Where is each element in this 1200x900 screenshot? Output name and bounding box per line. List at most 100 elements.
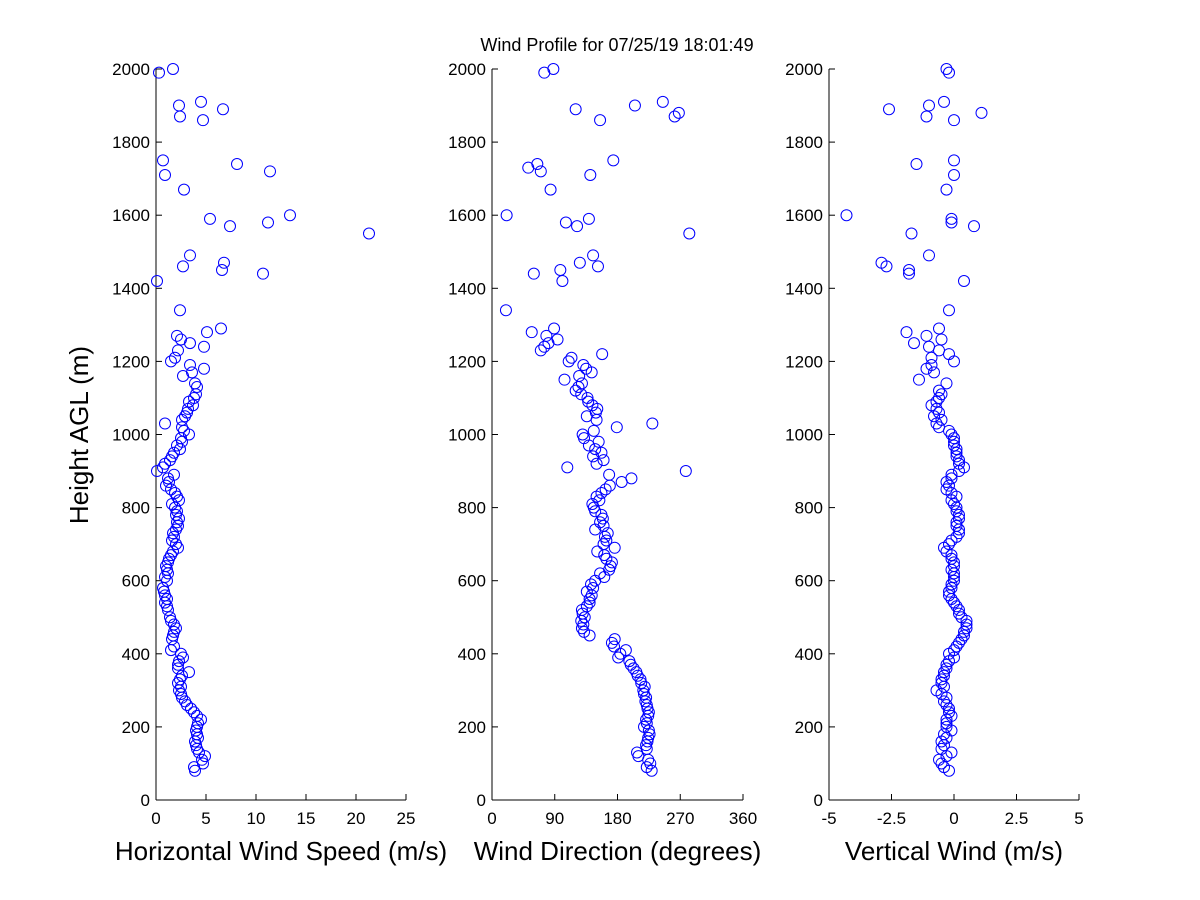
vertical-data-point [940,691,953,704]
speed-data-point [218,256,230,269]
direction-data-point [578,611,591,624]
speed-x-axis-label: Horizontal Wind Speed (m/s) [115,836,447,866]
direction-data-point [627,662,640,675]
vertical-data-point [975,106,988,119]
vertical-data-point [958,625,970,638]
direction-data-point [577,359,590,372]
speed-data-point [195,95,207,108]
speed-data-point [199,750,211,763]
speed-x-tick-label: 10 [247,809,266,828]
vertical-x-tick-label: 5 [1074,809,1083,828]
direction-data-point [591,545,604,558]
vertical-y-tick-label: 600 [795,572,823,591]
direction-x-tick-label: 270 [666,809,694,828]
speed-y-tick-label: 1800 [112,133,150,152]
figure-title: Wind Profile for 07/25/19 18:01:49 [480,35,753,55]
direction-data-point [645,764,658,777]
direction-data-point [668,110,681,123]
vertical-data-point [920,362,933,375]
vertical-data-point [908,337,920,350]
vertical-data-point [938,666,950,679]
vertical-data-point [925,351,938,364]
vertical-data-point [940,377,953,390]
direction-data-point [531,158,544,171]
speed-data-point [181,698,193,711]
speed-data-point [174,110,186,123]
vertical-data-point [938,95,950,108]
vertical-data-point [940,698,953,711]
speed-data-point [189,764,201,777]
vertical-data-point [940,662,953,675]
vertical-x-tick-label: 2.5 [1005,809,1029,828]
direction-data-point [656,95,669,108]
vertical-data-point [935,735,948,748]
vertical-data-point [940,658,953,671]
direction-data-point [635,677,648,690]
vertical-data-point [948,497,960,510]
vertical-data-point [948,567,960,580]
direction-data-point [591,260,604,273]
speed-y-tick-label: 0 [141,791,150,810]
vertical-data-point [953,603,965,616]
direction-data-point [672,106,685,119]
speed-data-point [174,443,186,456]
direction-data-point [612,651,625,664]
direction-data-point [582,439,595,452]
speed-y-tick-label: 800 [122,499,150,518]
vertical-data-point [943,706,955,719]
direction-y-tick-label: 800 [458,499,486,518]
direction-data-point [605,636,618,649]
speed-data-point [157,154,169,167]
speed-data-point [165,483,177,496]
direction-data-point [499,304,512,317]
vertical-data-point [940,476,953,489]
direction-data-point [556,274,569,287]
speed-y-tick-label: 1400 [112,279,150,298]
vertical-data-point [935,757,948,770]
vertical-data-point [945,534,958,547]
y-axis-label: Height AGL (m) [64,346,94,524]
direction-data-point [640,739,653,752]
speed-data-point [151,274,163,287]
speed-data-point [264,165,276,178]
vertical-y-tick-label: 0 [814,791,823,810]
vertical-data-point [935,673,948,686]
direction-data-point [610,421,623,434]
direction-x-tick-label: 0 [487,809,496,828]
vertical-data-point [943,66,955,79]
vertical-data-point [920,329,933,342]
speed-x-tick-label: 0 [151,809,160,828]
speed-y-tick-label: 400 [122,645,150,664]
vertical-data-point [950,443,963,456]
direction-data-point [642,753,655,766]
direction-data-point [590,457,603,470]
vertical-data-point [943,702,955,715]
vertical-y-tick-label: 800 [795,499,823,518]
direction-data-point [575,388,588,401]
direction-data-point [542,337,555,350]
speed-data-point [363,227,375,240]
vertical-data-point [935,413,948,426]
vertical-data-point [945,549,958,562]
vertical-y-tick-label: 1000 [785,426,823,445]
vertical-data-point [945,216,958,229]
vertical-data-point [920,110,933,123]
direction-data-point [527,267,540,280]
direction-data-point [582,212,595,225]
speed-data-point [224,220,236,233]
direction-data-point [590,413,603,426]
vertical-data-point [900,326,913,339]
direction-data-point [608,633,621,646]
direction-data-point [538,340,551,353]
direction-data-point [599,483,612,496]
vertical-data-point [933,384,945,397]
direction-data-point [607,154,620,167]
vertical-data-point [960,618,973,631]
direction-data-point [587,582,600,595]
vertical-data-point [928,366,940,379]
direction-y-tick-label: 1200 [448,352,486,371]
vertical-y-tick-label: 400 [795,645,823,664]
direction-data-point [587,249,600,262]
direction-data-point [646,417,659,430]
